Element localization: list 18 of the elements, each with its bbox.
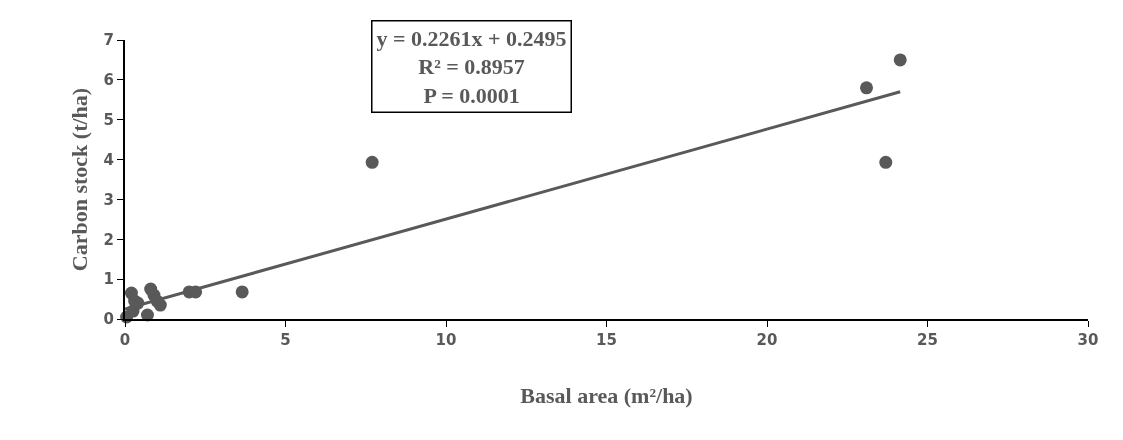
x-axis-title: Basal area (m²/ha) (520, 383, 693, 409)
y-tick-label: 0 (103, 310, 114, 329)
y-tick-label: 1 (103, 270, 114, 289)
y-tick-label: 6 (103, 71, 114, 90)
y-tick-label: 2 (103, 230, 114, 249)
y-tick-label: 7 (103, 31, 114, 50)
y-axis-title: Carbon stock (t/ha) (66, 87, 92, 272)
annotation: y = 0.2261x + 0.2495 R² = 0.8957 P = 0.0001 (376, 25, 567, 108)
x-tick-label: 15 (596, 331, 617, 349)
x-tick-label: 20 (756, 331, 778, 349)
y-tick-label: 4 (103, 150, 114, 169)
x-tick-label: 25 (917, 331, 938, 349)
y-tick-label: 3 (103, 190, 114, 209)
x-tick-label: 10 (435, 331, 457, 349)
x-tick-label: 0 (119, 331, 131, 349)
x-tick-label: 5 (280, 331, 291, 349)
x-tick-label: 30 (1077, 331, 1099, 349)
y-tick-label: 5 (103, 110, 114, 129)
